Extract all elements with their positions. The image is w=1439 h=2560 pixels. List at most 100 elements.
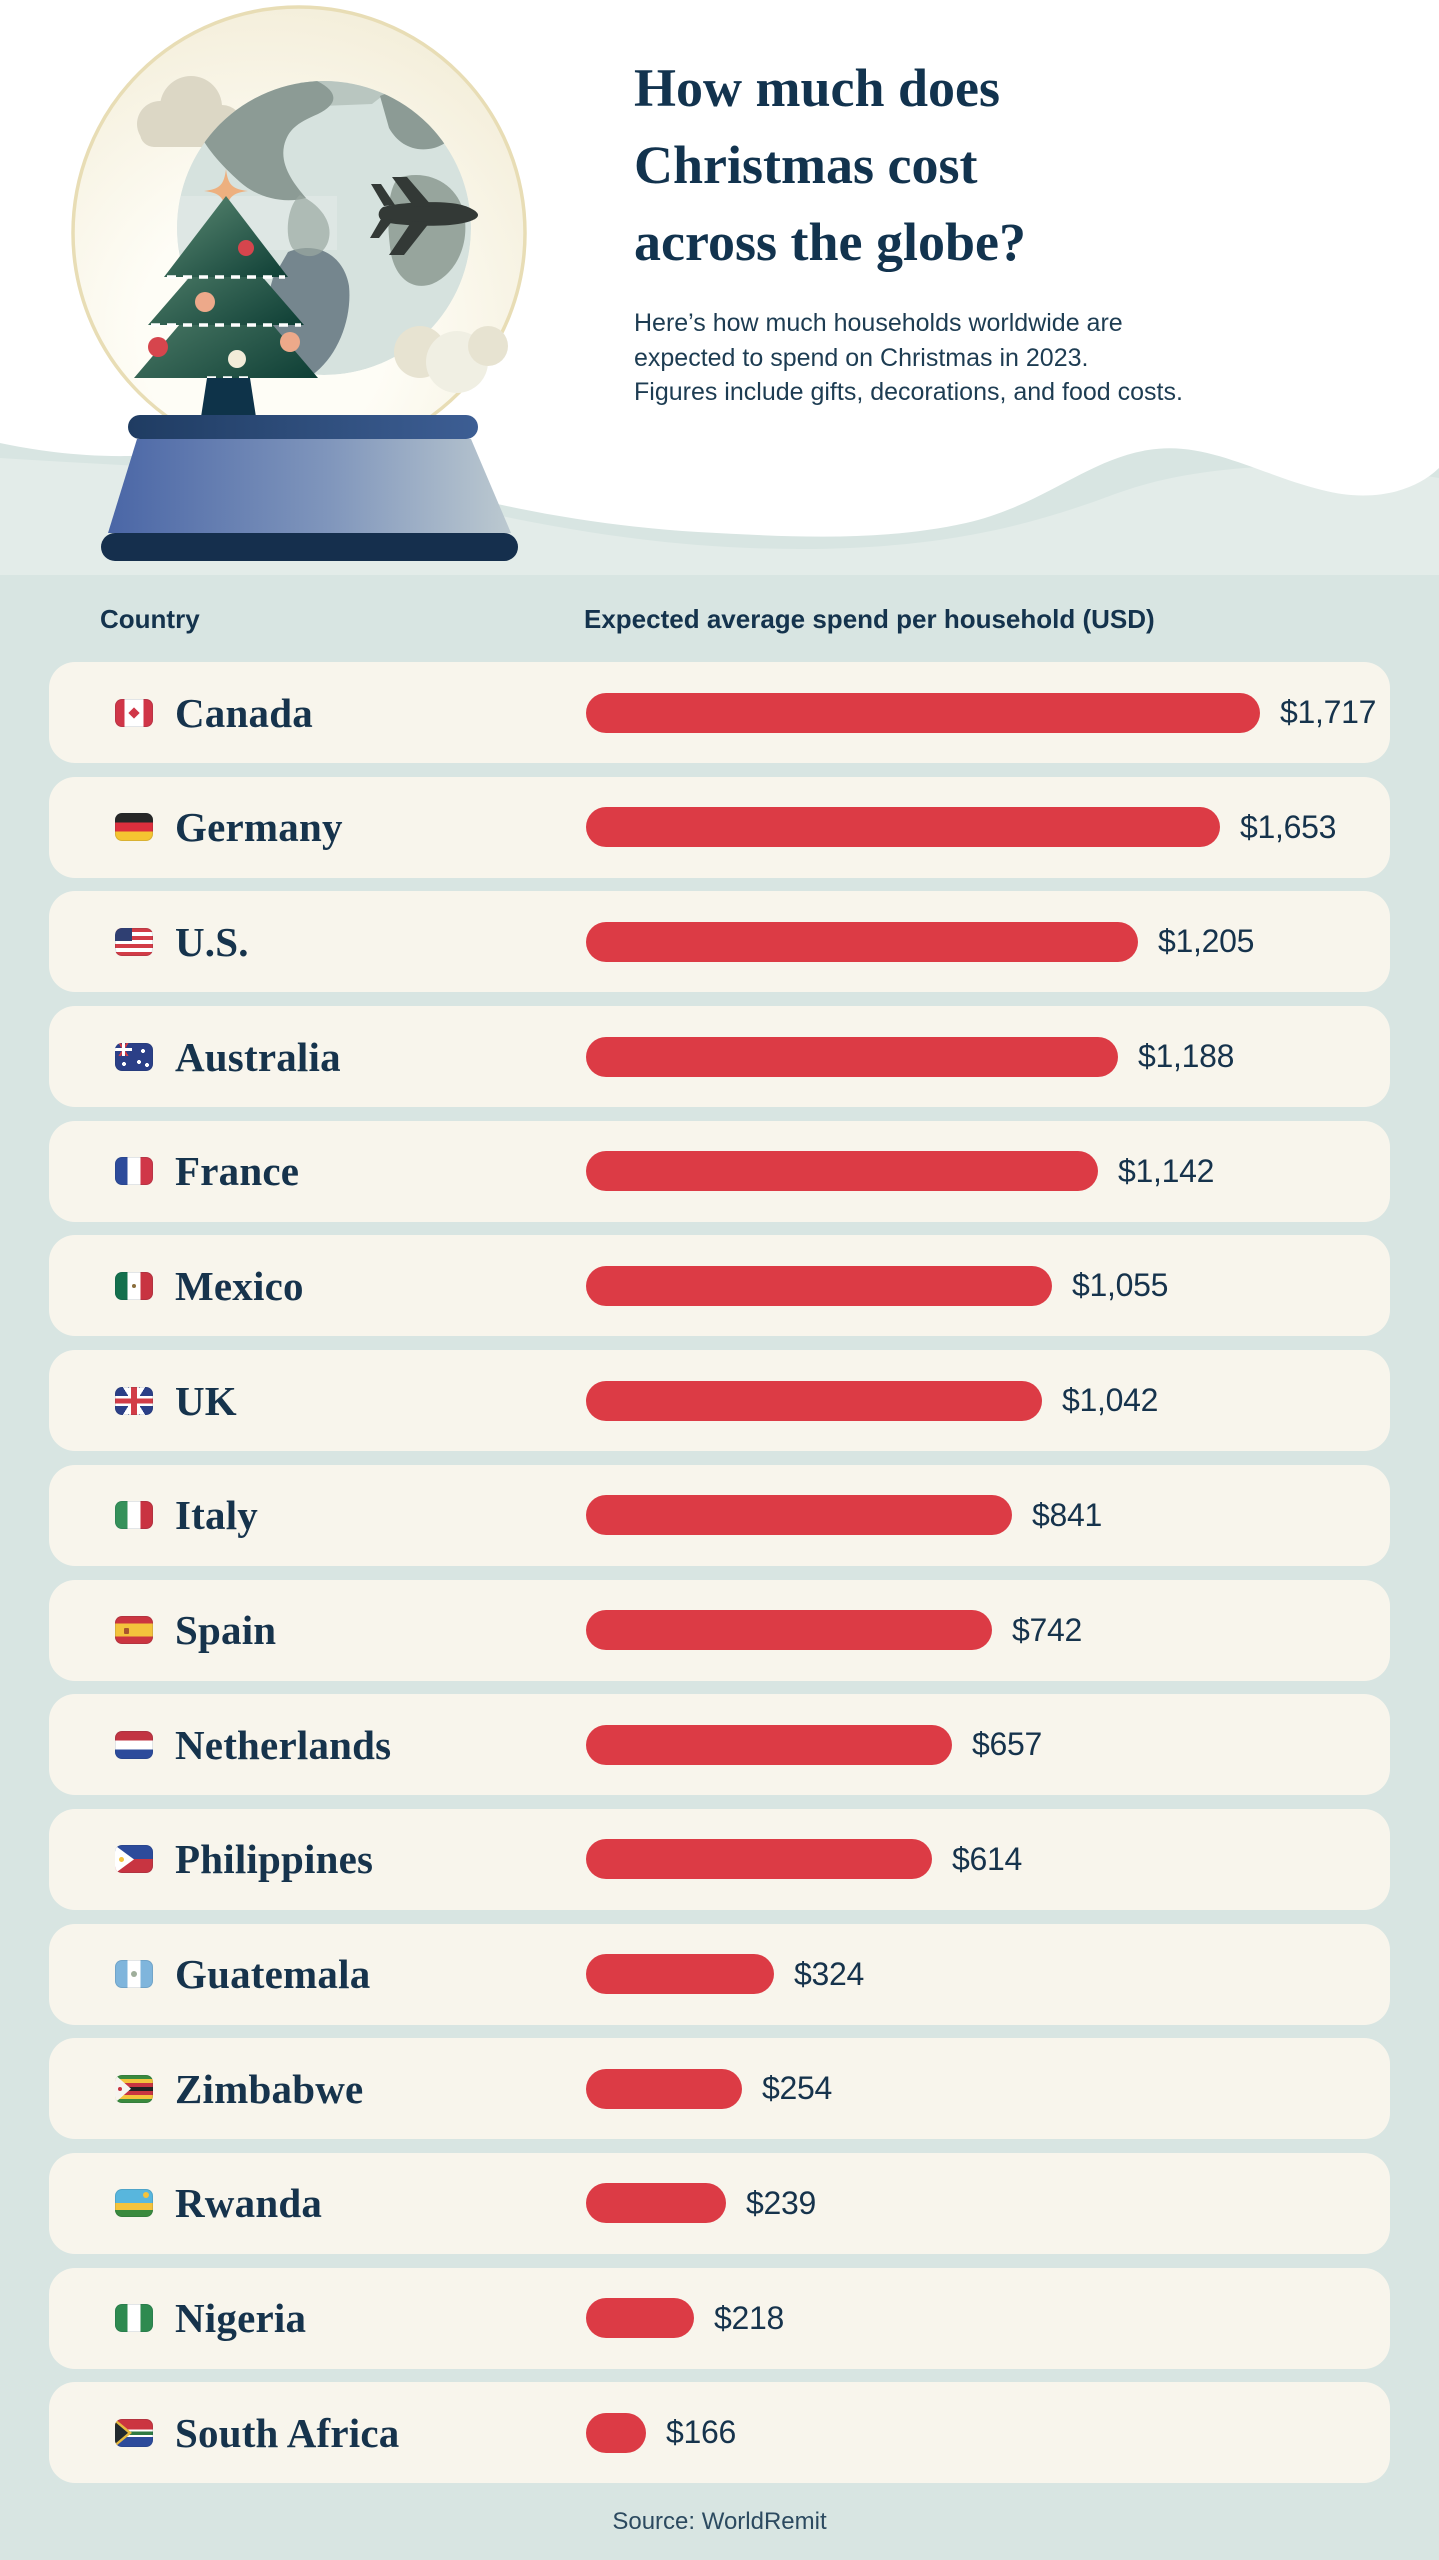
- source-credit: Source: WorldRemit: [612, 2508, 827, 2535]
- italy-flag-icon: [115, 1501, 153, 1530]
- table-row: Netherlands $657: [49, 1694, 1390, 1796]
- table-row: Canada $1,717: [49, 662, 1390, 763]
- subtitle-line: Here’s how much households worldwide are: [634, 309, 1123, 337]
- globe-base: [101, 415, 518, 561]
- spend-value-label: $614: [952, 1840, 1022, 1877]
- ornament-icon: [280, 332, 300, 352]
- page-subtitle: Here’s how much households worldwide are…: [634, 306, 1334, 410]
- uk-flag-icon: [115, 1386, 153, 1415]
- spend-bar: [586, 1839, 932, 1880]
- table-row: Rwanda $239: [49, 2152, 1390, 2254]
- germany-flag-icon: [115, 813, 153, 842]
- spend-value-label: $324: [794, 1955, 864, 1992]
- table-row: Philippines $614: [49, 1808, 1390, 1910]
- table-row: Nigeria $218: [49, 2267, 1390, 2369]
- star-icon: [204, 169, 248, 213]
- mexico-flag-icon: [115, 1271, 153, 1300]
- tree-trunk: [201, 378, 256, 417]
- cloud-icon: [394, 326, 508, 393]
- spend-value-label: $841: [1032, 1496, 1102, 1533]
- spend-bar: [586, 692, 1260, 733]
- subtitle-line: expected to spend on Christmas in 2023.: [634, 343, 1089, 372]
- spend-bar: [586, 921, 1138, 962]
- table-row: Mexico $1,055: [49, 1235, 1390, 1337]
- spend-bar: [586, 2068, 742, 2109]
- ornament-icon: [238, 240, 254, 256]
- country-label: Philippines: [175, 1836, 374, 1883]
- spend-bar: [586, 1151, 1098, 1192]
- ornament-icon: [148, 337, 168, 357]
- canada-flag-icon: [115, 698, 153, 727]
- spend-value-label: $742: [1012, 1611, 1082, 1648]
- page-title: How much does Christmas cost across the gl…: [634, 50, 1354, 281]
- australia-flag-icon: [115, 1042, 153, 1071]
- spend-value-label: $254: [762, 2070, 832, 2107]
- spend-bar: [586, 807, 1220, 848]
- country-label: Zimbabwe: [175, 2065, 364, 2112]
- country-label: UK: [175, 1377, 237, 1424]
- country-label: Australia: [175, 1033, 341, 1080]
- spend-value-label: $1,055: [1072, 1267, 1169, 1304]
- title-line: How much does: [634, 58, 1001, 118]
- column-header-spend: Expected average spend per household (US…: [584, 604, 1155, 634]
- spend-value-label: $1,142: [1118, 1152, 1215, 1189]
- rwanda-flag-icon: [115, 2189, 153, 2218]
- spend-bar: [586, 2412, 646, 2453]
- airplane-icon: [370, 177, 478, 255]
- spend-bar: [586, 2298, 694, 2339]
- spend-value-label: $1,717: [1280, 694, 1377, 730]
- country-label: Germany: [175, 804, 343, 851]
- spend-bar: [586, 1954, 774, 1995]
- spend-bar: [586, 1265, 1052, 1306]
- christmas-tree-icon: [134, 169, 318, 417]
- south-africa-flag-icon: [115, 2418, 153, 2447]
- country-label: Guatemala: [175, 1951, 371, 1998]
- table-row: UK $1,042: [49, 1350, 1390, 1452]
- country-label: Rwanda: [175, 2180, 323, 2227]
- table-row: U.S. $1,205: [49, 891, 1390, 993]
- spend-value-label: $1,653: [1240, 808, 1337, 845]
- country-label: Italy: [175, 1492, 258, 1539]
- spain-flag-icon: [115, 1616, 153, 1644]
- zimbabwe-flag-icon: [115, 2074, 153, 2103]
- ornament-icon: [228, 350, 246, 368]
- title-line: across the globe?: [634, 212, 1026, 272]
- column-header-country: Country: [100, 604, 200, 634]
- table-row: Germany $1,653: [49, 776, 1390, 878]
- guatemala-flag-icon: [115, 1960, 153, 1989]
- country-spend-table: Canada $1,717 Germany $1,653 U.S. $1,205 Austr…: [49, 662, 1390, 2484]
- spend-bar: [586, 1380, 1042, 1421]
- spend-value-label: $657: [972, 1726, 1042, 1763]
- philippines-flag-icon: [115, 1845, 153, 1874]
- table-row: Guatemala $324: [49, 1923, 1390, 2025]
- country-label: South Africa: [175, 2409, 400, 2456]
- country-label: France: [175, 1148, 300, 1195]
- nigeria-flag-icon: [115, 2304, 153, 2333]
- spend-bar: [586, 2183, 726, 2224]
- country-label: U.S.: [175, 918, 249, 965]
- table-row: South Africa $166: [49, 2382, 1390, 2484]
- table-row: Italy $841: [49, 1464, 1390, 1566]
- table-row: Zimbabwe $254: [49, 2038, 1390, 2140]
- spend-value-label: $239: [746, 2184, 816, 2221]
- spend-bar: [586, 1495, 1012, 1536]
- country-label: Canada: [175, 689, 313, 736]
- spend-value-label: $1,042: [1062, 1382, 1159, 1419]
- subtitle-line: Figures include gifts, decorations, and …: [634, 378, 1183, 406]
- spend-value-label: $166: [666, 2414, 736, 2451]
- table-row: Spain $742: [49, 1579, 1390, 1681]
- spend-bar: [586, 1724, 952, 1765]
- country-label: Spain: [175, 1607, 277, 1653]
- spend-bar: [586, 1610, 992, 1650]
- country-label: Mexico: [175, 1262, 304, 1309]
- france-flag-icon: [115, 1157, 153, 1186]
- spend-value-label: $1,205: [1158, 923, 1255, 960]
- table-row: France $1,142: [49, 1120, 1390, 1222]
- country-label: Netherlands: [175, 1721, 392, 1768]
- ornament-icon: [195, 292, 215, 312]
- us-flag-icon: [115, 927, 153, 956]
- spend-bar: [586, 1036, 1118, 1077]
- snow-globe-illustration: [71, 5, 527, 561]
- country-label: Nigeria: [175, 2295, 307, 2342]
